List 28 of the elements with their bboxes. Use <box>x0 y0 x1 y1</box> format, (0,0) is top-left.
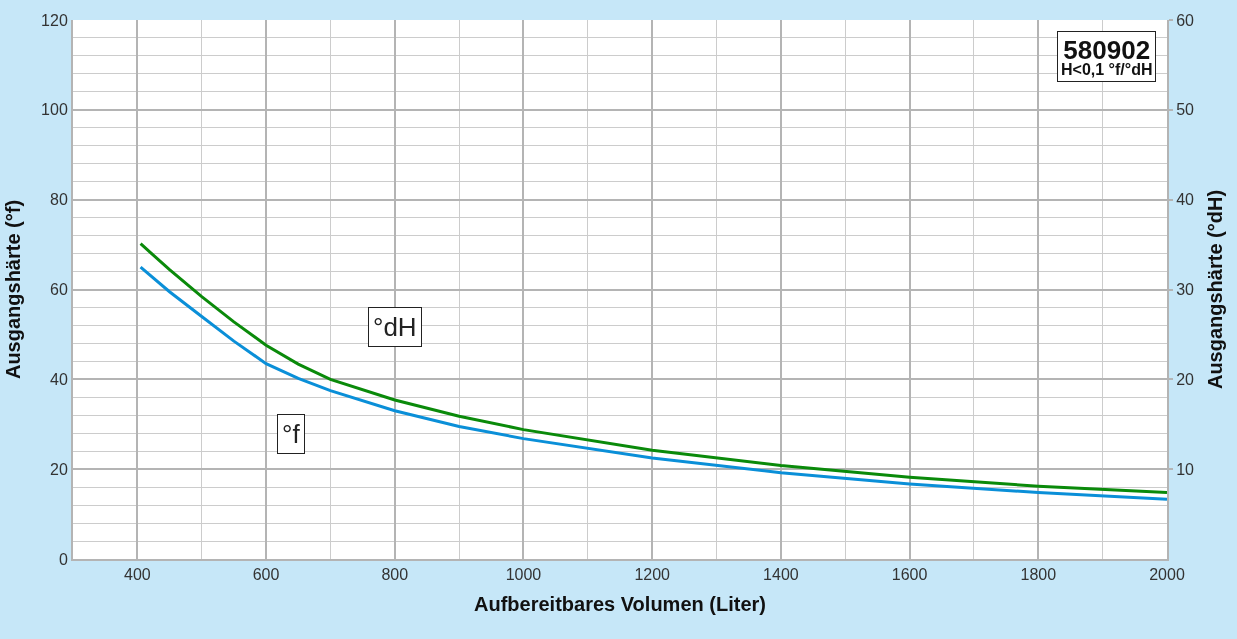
series-label: °f <box>282 419 301 449</box>
y-tick-label: 120 <box>41 11 68 29</box>
y-tick-label: 60 <box>50 281 68 299</box>
x-tick-label: 2000 <box>1149 566 1185 584</box>
x-tick-label: 400 <box>124 566 151 584</box>
x-axis-title: Aufbereitbares Volumen (Liter) <box>474 593 766 616</box>
y2-tick-label: 10 <box>1176 460 1195 478</box>
x-tick-label: 600 <box>252 566 280 584</box>
y-tick-label: 100 <box>41 101 68 119</box>
y-tick-label: 0 <box>58 550 68 568</box>
annotation: H<0,1 °f/°dH <box>1061 60 1153 78</box>
x-tick-label: 1400 <box>763 566 799 584</box>
y-axis-title: Ausgangshärte (°f) <box>2 199 25 380</box>
y2-tick-label: 40 <box>1176 191 1195 209</box>
x-tick-label: 1600 <box>891 566 928 584</box>
y2-tick-label: 50 <box>1176 101 1195 119</box>
x-tick-label: 800 <box>381 566 409 584</box>
y2-tick-label: 20 <box>1176 370 1195 388</box>
series-label: °dH <box>373 312 417 342</box>
x-tick-label: 1800 <box>1020 566 1057 584</box>
y2-axis-title: Ausgangshärte (°dH) <box>1204 189 1227 390</box>
x-tick-label: 1000 <box>505 566 542 584</box>
y2-tick-label: 30 <box>1176 281 1195 299</box>
y-tick-label: 20 <box>50 460 68 478</box>
x-tick-label: 1200 <box>634 566 671 584</box>
y2-tick-label: 60 <box>1176 11 1195 29</box>
y-tick-label: 40 <box>50 370 68 388</box>
y-tick-label: 80 <box>50 191 68 209</box>
